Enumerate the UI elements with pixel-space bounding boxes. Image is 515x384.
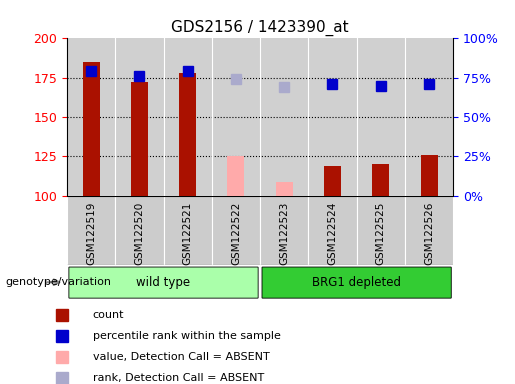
Bar <box>82 62 99 196</box>
Bar <box>276 182 293 196</box>
Bar <box>67 196 115 265</box>
Bar <box>324 166 341 196</box>
Text: GSM122522: GSM122522 <box>231 201 241 265</box>
Bar <box>131 83 148 196</box>
Text: genotype/variation: genotype/variation <box>5 277 111 287</box>
Bar <box>405 196 453 265</box>
FancyBboxPatch shape <box>69 267 258 298</box>
Text: percentile rank within the sample: percentile rank within the sample <box>93 331 281 341</box>
Text: GSM122526: GSM122526 <box>424 201 434 265</box>
Text: GSM122520: GSM122520 <box>134 201 144 265</box>
Bar <box>356 196 405 265</box>
Text: wild type: wild type <box>136 276 191 289</box>
Text: GSM122525: GSM122525 <box>376 201 386 265</box>
Text: BRG1 depleted: BRG1 depleted <box>312 276 401 289</box>
Text: count: count <box>93 310 124 320</box>
Text: value, Detection Call = ABSENT: value, Detection Call = ABSENT <box>93 352 269 362</box>
Bar <box>163 196 212 265</box>
Bar <box>179 73 196 196</box>
Bar <box>115 196 163 265</box>
Bar <box>212 196 260 265</box>
Text: GSM122521: GSM122521 <box>183 201 193 265</box>
Text: rank, Detection Call = ABSENT: rank, Detection Call = ABSENT <box>93 373 264 383</box>
Bar <box>260 196 308 265</box>
Text: GSM122523: GSM122523 <box>279 201 289 265</box>
Title: GDS2156 / 1423390_at: GDS2156 / 1423390_at <box>171 20 349 36</box>
Text: GSM122519: GSM122519 <box>86 201 96 265</box>
Bar <box>372 164 389 196</box>
Text: GSM122524: GSM122524 <box>328 201 337 265</box>
Bar <box>308 196 356 265</box>
Bar <box>228 157 245 196</box>
FancyBboxPatch shape <box>262 267 451 298</box>
Bar <box>421 155 438 196</box>
